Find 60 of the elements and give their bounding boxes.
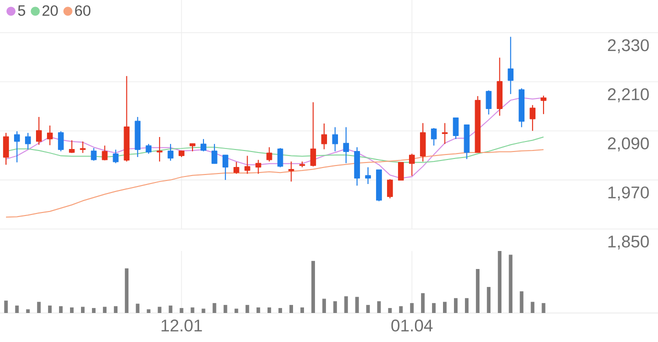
bar [454,298,458,313]
bar [256,307,260,313]
bar [278,308,282,313]
bar [520,291,524,313]
bar [388,308,392,313]
bar [542,303,546,313]
x-tick-label: 01.04 [391,320,433,332]
bar [168,306,172,313]
y-tick-label: 1,970 [608,186,649,200]
bar [322,298,326,313]
bar [48,306,52,313]
y-tick-label: 2,090 [608,137,649,152]
bar [212,303,216,313]
bar [4,300,8,313]
bar [202,308,206,313]
bar [234,308,238,313]
bar [377,301,381,313]
bar [158,306,162,313]
bar [114,306,118,313]
bar [124,268,128,313]
bar [246,304,250,313]
bar [366,304,370,313]
bar [102,306,107,313]
legend-label: 5 [18,5,26,16]
bar [37,302,41,313]
bar [59,306,63,313]
bar [344,296,348,313]
bar [190,307,194,313]
bar [311,260,315,313]
bar [443,302,447,313]
bar [410,303,414,313]
bar [530,302,534,313]
bar [399,306,403,313]
y-tick-label: 2,330 [608,39,649,54]
y-tick-label: 1,850 [608,236,649,250]
bar [146,309,150,313]
bar [15,306,19,313]
x-tick-label: 12.01 [162,320,202,332]
bar [464,298,469,313]
bar [136,304,140,313]
bar [300,307,304,313]
y-tick-label: 2,210 [608,88,649,102]
legend-label: 60 [75,5,90,16]
legend-label: 20 [42,5,58,16]
bar [355,296,359,313]
bar [180,308,184,313]
bar [432,303,436,313]
bar [92,308,96,313]
bar [476,268,480,313]
bar [289,304,294,313]
bar [267,307,272,313]
bar [80,306,85,313]
bar [421,293,425,313]
bar [508,254,512,313]
bar [70,307,74,313]
bar [498,251,502,313]
bar [224,304,228,313]
bar [486,286,490,313]
bar [333,301,337,313]
bar [26,309,30,313]
